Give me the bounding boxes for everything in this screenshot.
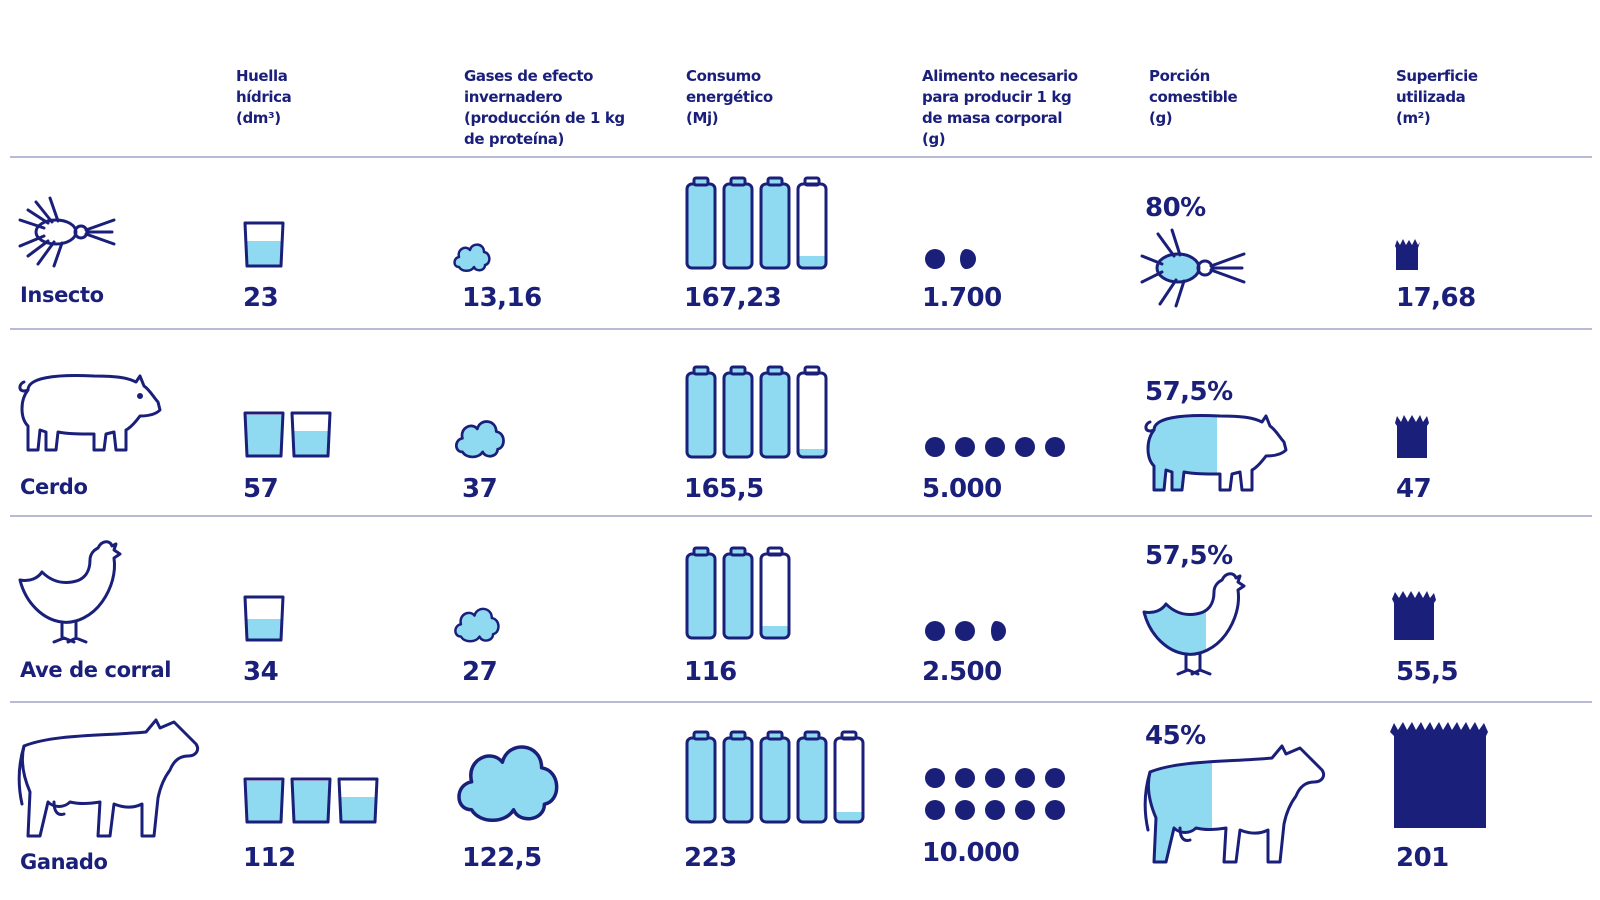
water-value: 34 [243, 657, 279, 687]
feed-dots-icon [925, 621, 1006, 641]
insect-icon [18, 196, 116, 268]
feed-dots-icon [925, 768, 1065, 820]
feed-dots-icon [925, 249, 976, 269]
battery-icons [685, 176, 828, 270]
insect-edible-icon [1140, 228, 1246, 308]
cloud-icon [453, 243, 491, 272]
header-ghg: Gases de efecto invernadero (producción … [464, 67, 625, 148]
header-feed: Alimento necesario para producir 1 kg de… [922, 67, 1078, 148]
pig-icon [18, 374, 162, 452]
water-value: 112 [243, 843, 296, 873]
chicken-edible-icon [1142, 572, 1246, 676]
feed-dots-icon [925, 437, 1065, 457]
header-water: Huella hídrica (dm³) [236, 67, 292, 127]
header-land: Superficie utilizada (m²) [1396, 67, 1478, 127]
land-value: 201 [1396, 843, 1449, 873]
pig-edible-icon [1144, 414, 1288, 492]
cow-edible-icon [1143, 744, 1326, 864]
cloud-icon [454, 607, 500, 643]
edible-percent: 57,5% [1145, 541, 1233, 571]
cropped-title-line [30, 0, 1250, 6]
cow-icon [17, 718, 200, 838]
water-glass-icon [243, 777, 379, 824]
animal-label: Insecto [20, 283, 104, 307]
land-value: 55,5 [1396, 657, 1459, 687]
water-value: 57 [243, 474, 279, 504]
edible-percent: 80% [1145, 193, 1206, 223]
ghg-value: 37 [462, 474, 498, 504]
edible-percent: 57,5% [1145, 377, 1233, 407]
header-divider [10, 156, 1592, 158]
energy-value: 167,23 [684, 283, 782, 313]
chicken-icon [18, 540, 122, 644]
row-divider [10, 328, 1592, 330]
feed-value: 2.500 [922, 657, 1002, 687]
row-divider [10, 701, 1592, 703]
animal-label: Ave de corral [20, 658, 172, 682]
land-area-icon [1392, 591, 1436, 640]
land-value: 17,68 [1396, 283, 1476, 313]
animal-label: Cerdo [20, 475, 88, 499]
water-value: 23 [243, 283, 279, 313]
row-divider [10, 515, 1592, 517]
water-glass-icon [243, 221, 285, 268]
battery-icons [685, 546, 791, 640]
energy-value: 165,5 [684, 474, 764, 504]
land-area-icon [1390, 722, 1488, 828]
feed-value: 5.000 [922, 474, 1002, 504]
land-area-icon [1395, 415, 1429, 458]
cloud-icon [457, 745, 559, 823]
ghg-value: 13,16 [462, 283, 542, 313]
land-area-icon [1395, 239, 1420, 270]
water-glass-icon [243, 411, 332, 458]
land-value: 47 [1396, 474, 1432, 504]
header-edible: Porción comestible (g) [1149, 67, 1238, 127]
edible-percent: 45% [1145, 721, 1206, 751]
feed-value: 1.700 [922, 283, 1002, 313]
header-energy: Consumo energético (Mj) [686, 67, 773, 127]
animal-label: Ganado [20, 850, 108, 874]
ghg-value: 122,5 [462, 843, 542, 873]
ghg-value: 27 [462, 657, 498, 687]
battery-icons [685, 365, 828, 459]
battery-icons [685, 730, 865, 824]
energy-value: 116 [684, 657, 737, 687]
cloud-icon [454, 420, 505, 459]
water-glass-icon [243, 595, 285, 642]
feed-value: 10.000 [922, 838, 1020, 868]
energy-value: 223 [684, 843, 737, 873]
